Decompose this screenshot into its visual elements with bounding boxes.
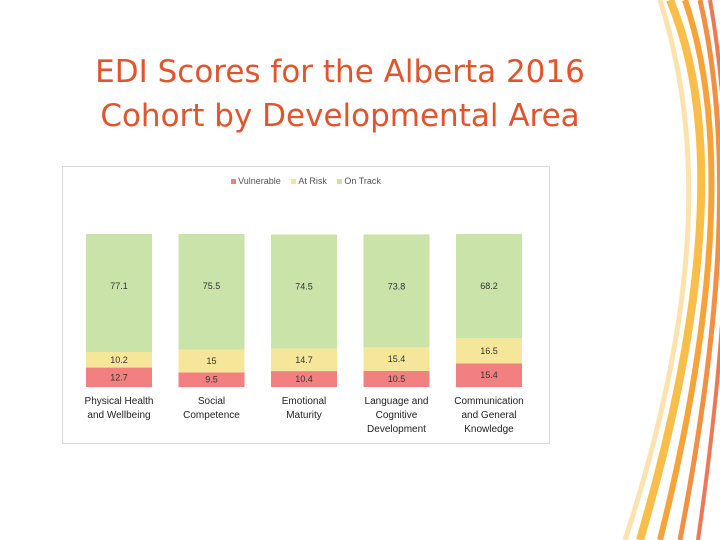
bar-at-risk-3 [363,347,430,371]
data-label-vulnerable-4: 15.4 [480,370,498,380]
bar-vulnerable-2 [271,371,337,387]
decorative-swoosh [622,0,720,540]
bar-on-track-1 [178,234,245,350]
bar-on-track-2 [271,234,337,349]
category-label-line: Cognitive [376,410,418,421]
data-label-vulnerable-3: 10.5 [388,374,406,384]
data-label-at-risk-3: 15.4 [388,354,406,364]
legend-item-at-risk: At Risk [291,176,327,186]
category-label-line: and General [461,410,516,421]
bar-on-track-4 [456,233,522,339]
category-label-line: Emotional [282,396,326,407]
data-label-at-risk-1: 15 [206,356,216,366]
bar-on-track-3 [363,234,430,348]
bar-on-track-0 [86,234,152,352]
legend-swatch-on-track [337,179,343,185]
category-label-line: Social [198,396,225,407]
category-label-1: Social Competence [183,396,240,421]
bar-at-risk-1 [178,349,245,373]
data-label-on-track-1: 75.5 [203,281,221,291]
category-label-line: Knowledge [464,424,514,435]
category-label-line: Language and [365,396,429,407]
data-label-on-track-0: 77.1 [110,281,128,291]
data-label-on-track-3: 73.8 [388,281,406,291]
legend-item-on-track: On Track [337,176,381,186]
bar-at-risk-4 [456,338,522,364]
category-label-line: Development [367,424,426,435]
data-label-vulnerable-0: 12.7 [110,372,128,382]
category-label-4: Communication and General Knowledge [454,396,523,435]
data-label-at-risk-4: 16.5 [480,346,498,356]
stacked-bar-plot: 12.7 10.2 77.1 Physical Health and Wellbeing… [85,233,524,435]
category-label-line: and Wellbeing [87,410,150,421]
slide-title-line-1: EDI Scores for the Alberta 2016 [95,54,585,90]
legend-label-vulnerable: Vulnerable [238,176,281,186]
chart-legend: Vulnerable At Risk On Track [63,176,549,186]
bar-vulnerable-4 [456,363,522,387]
data-label-vulnerable-1: 9.5 [205,375,218,385]
bar-at-risk-0 [86,351,152,368]
legend-swatch-at-risk [291,179,297,185]
category-label-3: Language and Cognitive Development [365,396,429,435]
category-label-line: Maturity [286,410,322,421]
legend-swatch-vulnerable [231,179,237,185]
bar-vulnerable-3 [363,370,430,387]
category-label-2: Emotional Maturity [282,396,326,421]
legend-item-vulnerable: Vulnerable [231,176,281,186]
category-label-line: Competence [183,410,240,421]
data-label-at-risk-0: 10.2 [110,355,128,365]
data-label-on-track-4: 68.2 [480,281,498,291]
chart-frame: Vulnerable At Risk On Track 12.7 10.2 77.1… [62,166,550,444]
bar-at-risk-2 [271,348,337,372]
data-label-vulnerable-2: 10.4 [295,374,313,384]
category-label-line: Physical Health [85,396,154,407]
data-label-at-risk-2: 14.7 [295,355,313,365]
slide-title: EDI Scores for the Alberta 2016 Cohort b… [60,50,620,138]
category-label-0: Physical Health and Wellbeing [85,396,154,421]
bar-vulnerable-1 [178,372,245,387]
category-label-line: Communication [454,396,523,407]
bar-vulnerable-0 [86,367,152,387]
data-label-on-track-2: 74.5 [295,282,313,292]
slide-title-line-2: Cohort by Developmental Area [100,98,580,134]
legend-label-at-risk: At Risk [298,176,327,186]
legend-label-on-track: On Track [344,176,381,186]
